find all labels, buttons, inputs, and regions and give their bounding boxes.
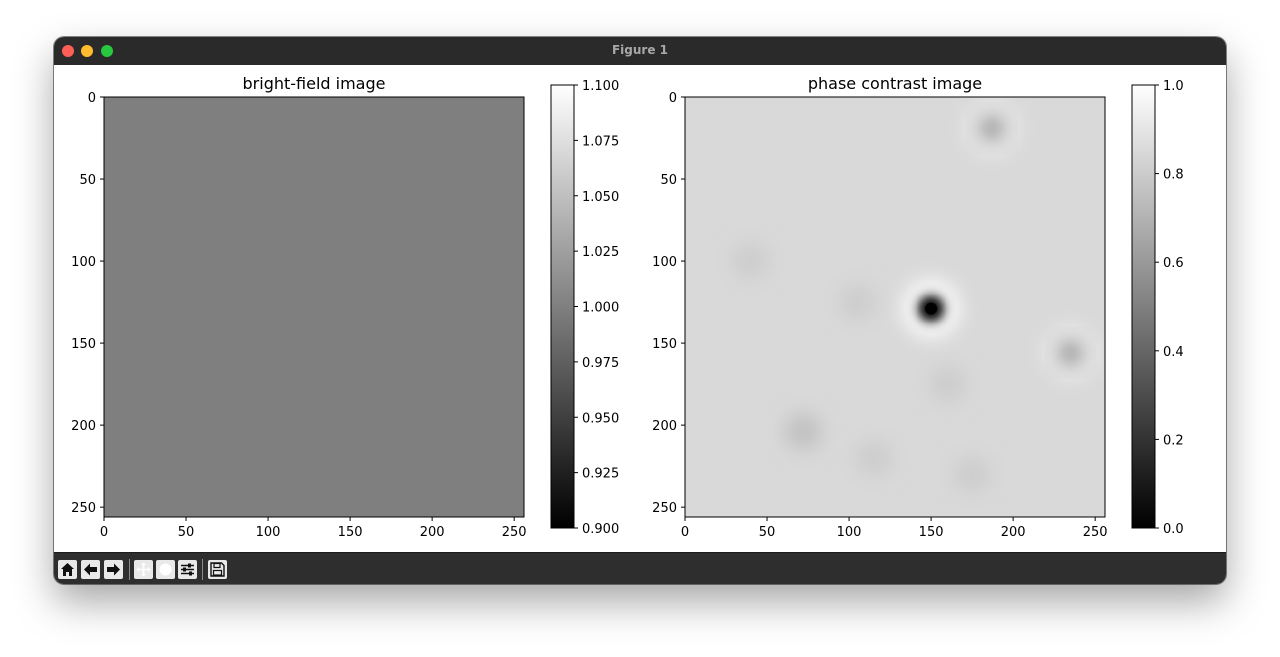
colorbar-tick-label: 0.975 [582,356,619,371]
zoom-icon[interactable] [156,560,175,579]
window-title: Figure 1 [611,43,669,57]
x-tick-label: 0 [681,525,689,540]
save-icon[interactable] [208,560,227,579]
home-icon[interactable] [58,560,77,579]
y-tick-label: 50 [79,173,96,188]
colorbar-tick-label: 0.900 [582,522,619,537]
figure-canvas[interactable]: bright-field image 0 50 100 150 200 250 0 50 100… [54,65,1226,552]
feature-spot [855,439,892,476]
colorbar-tick-label: 1.0 [1163,79,1184,94]
colorbar-tick-label: 0.4 [1163,345,1184,360]
colorbar-gradient [1131,84,1156,529]
y-tick-label: 250 [652,501,677,516]
x-tick-label: 250 [1083,525,1108,540]
x-tick-label: 200 [1001,525,1026,540]
colorbar-tick-label: 0.950 [582,411,619,426]
feature-spot [954,456,991,493]
feature-spot [929,366,966,403]
pan-icon[interactable] [134,560,153,579]
feature-spot [978,115,1005,142]
y-tick-label: 0 [669,91,677,106]
colorbar-tick-label: 0.925 [582,467,619,482]
y-tick-label: 250 [71,501,96,516]
forward-arrow-icon[interactable] [104,560,123,579]
configure-subplots-icon[interactable] [178,560,197,579]
colorbar-tick-label: 1.075 [582,134,619,149]
phase-contrast-subplot: phase contrast image 0 50 100 150 200 250 0 50 1… [652,74,1184,540]
colorbar-gradient [550,84,575,529]
colorbar-tick-label: 0.2 [1163,433,1184,448]
x-tick-label: 250 [502,525,527,540]
feature-core [925,302,938,315]
feature-spot [1057,339,1084,366]
feature-spot [785,413,822,450]
y-tick-label: 100 [71,255,96,270]
colorbar-tick-label: 1.100 [582,79,619,94]
x-tick-label: 150 [338,525,363,540]
colorbar-tick-label: 1.000 [582,301,619,316]
y-tick-label: 0 [88,91,96,106]
bright-field-subplot: bright-field image 0 50 100 150 200 250 0 50 100… [71,74,619,540]
bright-field-title: bright-field image [243,74,386,93]
x-tick-label: 50 [178,525,195,540]
colorbar-tick-label: 0.6 [1163,256,1184,271]
x-tick-label: 100 [256,525,281,540]
colorbar-tick-label: 0.0 [1163,522,1184,537]
close-icon[interactable] [62,45,74,57]
title-bar: Figure 1 [54,37,1226,66]
toolbar-separator [129,559,130,580]
y-tick-label: 150 [652,337,677,352]
colorbar-tick-label: 1.025 [582,245,619,260]
toolbar-separator [202,559,203,580]
navigation-toolbar [54,552,1226,584]
feature-spot [839,284,876,321]
y-tick-label: 200 [71,419,96,434]
x-tick-label: 200 [420,525,445,540]
zoom-window-icon[interactable] [101,45,113,57]
x-tick-label: 50 [759,525,776,540]
colorbar-tick-label: 1.050 [582,190,619,205]
y-tick-label: 150 [71,337,96,352]
feature-spot [732,243,769,280]
back-arrow-icon[interactable] [81,560,100,579]
y-tick-label: 50 [660,173,677,188]
phase-contrast-image [685,97,1105,517]
y-tick-label: 200 [652,419,677,434]
figure-window: Figure 1 bright-field image 0 50 100 150 200… [54,37,1226,584]
x-tick-label: 150 [919,525,944,540]
y-tick-label: 100 [652,255,677,270]
bright-field-colorbar: 0.900 0.925 0.950 0.975 1.000 1.025 1.050 1.075… [550,79,619,537]
phase-contrast-colorbar: 0.0 0.2 0.4 0.6 0.8 1.0 [1131,79,1184,537]
colorbar-tick-label: 0.8 [1163,168,1184,183]
x-tick-label: 100 [837,525,862,540]
minimize-icon[interactable] [81,45,93,57]
phase-contrast-title: phase contrast image [808,74,982,93]
x-tick-label: 0 [100,525,108,540]
bright-field-image [103,96,525,518]
